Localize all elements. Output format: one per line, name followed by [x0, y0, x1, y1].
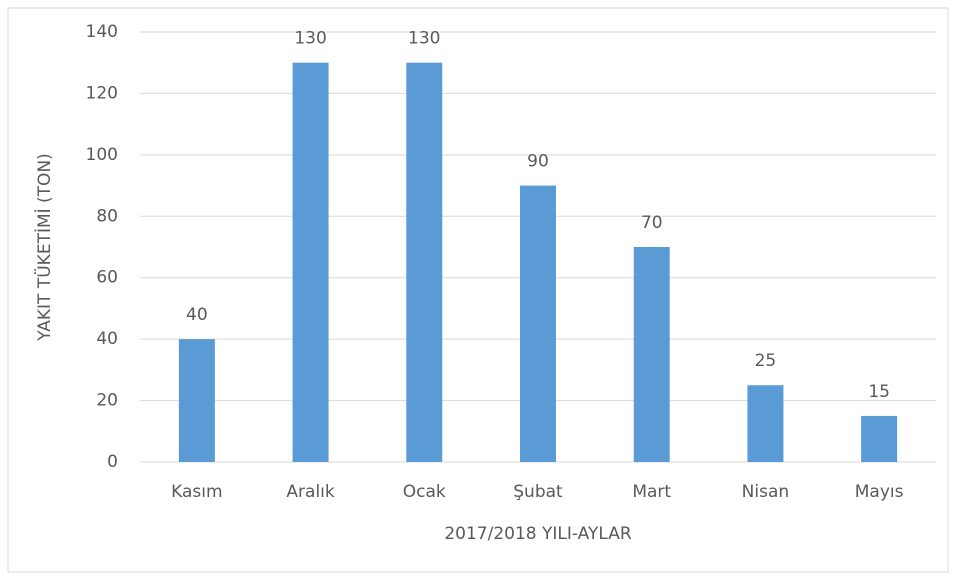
y-tick-label: 40 — [96, 329, 118, 349]
bar — [178, 339, 215, 462]
bar — [406, 62, 443, 462]
data-label: 130 — [294, 29, 326, 49]
y-tick-label: 140 — [86, 22, 118, 42]
bar — [292, 62, 329, 462]
data-label: 90 — [527, 152, 549, 172]
data-label: 15 — [868, 382, 890, 402]
y-axis-title: YAKIT TÜKETİMİ (TON) — [33, 153, 55, 342]
bar — [747, 385, 784, 462]
y-tick-label: 80 — [96, 206, 118, 226]
x-tick-label: Ocak — [403, 482, 446, 502]
x-tick-label: Nisan — [742, 482, 790, 502]
y-tick-label: 0 — [107, 452, 118, 472]
bar — [633, 247, 670, 462]
data-label: 40 — [186, 305, 208, 325]
data-label: 25 — [755, 351, 777, 371]
bar — [520, 185, 556, 463]
x-axis-title: 2017/2018 YILI-AYLAR — [444, 524, 631, 544]
y-tick-label: 100 — [86, 145, 118, 165]
chart-border — [7, 7, 949, 573]
data-label: 130 — [408, 29, 440, 49]
x-tick-label: Kasım — [171, 482, 222, 502]
x-tick-label: Şubat — [513, 482, 563, 502]
x-tick-label: Mayıs — [855, 482, 904, 502]
data-label: 70 — [641, 213, 663, 233]
y-tick-label: 60 — [96, 268, 118, 288]
x-tick-label: Aralık — [286, 482, 334, 502]
x-tick-label: Mart — [632, 482, 671, 502]
y-tick-label: 20 — [96, 391, 118, 411]
bar — [861, 415, 898, 462]
y-tick-label: 120 — [86, 83, 118, 103]
